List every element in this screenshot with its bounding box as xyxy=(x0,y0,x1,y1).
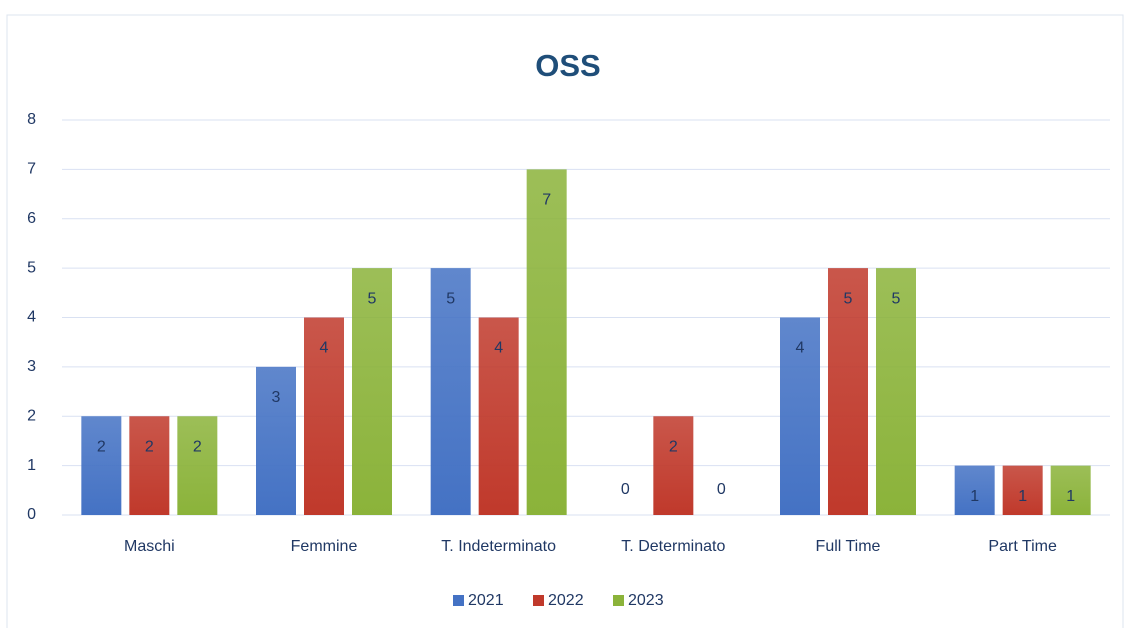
bar xyxy=(653,416,694,515)
legend-swatch xyxy=(533,595,544,606)
data-label: 4 xyxy=(494,340,503,357)
data-label: 1 xyxy=(970,488,979,505)
y-tick-label: 1 xyxy=(27,457,36,474)
legend-label: 2021 xyxy=(468,592,504,609)
x-tick-label: Part Time xyxy=(988,538,1057,555)
data-label: 2 xyxy=(97,438,106,455)
y-tick-label: 0 xyxy=(27,506,36,523)
data-label: 3 xyxy=(272,389,281,406)
legend-label: 2022 xyxy=(548,592,584,609)
bar xyxy=(780,317,820,515)
bar xyxy=(304,317,344,515)
x-tick-label: Femmine xyxy=(291,538,358,555)
data-label: 7 xyxy=(542,192,551,209)
data-label: 5 xyxy=(844,290,853,307)
bar xyxy=(129,416,170,515)
bar xyxy=(430,268,471,515)
bar xyxy=(256,366,296,515)
x-tick-label: T. Determinato xyxy=(621,538,725,555)
data-label: 5 xyxy=(446,290,455,307)
x-tick-label: Maschi xyxy=(124,538,175,555)
data-label: 1 xyxy=(1066,488,1075,505)
bar xyxy=(526,169,567,515)
y-tick-label: 3 xyxy=(27,358,36,375)
data-label: 0 xyxy=(717,481,726,498)
y-tick-label: 7 xyxy=(27,161,36,178)
y-tick-label: 6 xyxy=(27,210,36,227)
y-tick-label: 8 xyxy=(27,111,36,128)
x-tick-label: Full Time xyxy=(816,538,881,555)
bar xyxy=(177,416,218,515)
y-tick-label: 5 xyxy=(27,259,36,276)
bar xyxy=(81,416,122,515)
data-label: 5 xyxy=(892,290,901,307)
data-label: 4 xyxy=(320,340,329,357)
bar xyxy=(352,268,392,515)
y-tick-label: 4 xyxy=(27,309,36,326)
bar xyxy=(828,268,868,515)
data-label: 2 xyxy=(193,438,202,455)
x-tick-label: T. Indeterminato xyxy=(441,538,556,555)
legend-swatch xyxy=(453,595,464,606)
legend-label: 2023 xyxy=(628,592,664,609)
bar xyxy=(876,268,916,515)
y-tick-label: 2 xyxy=(27,407,36,424)
bar xyxy=(1050,465,1091,515)
chart-frame xyxy=(6,14,1124,628)
legend-swatch xyxy=(613,595,624,606)
data-label: 4 xyxy=(796,340,805,357)
chart-title: OSS xyxy=(535,48,600,83)
bar xyxy=(478,317,519,515)
data-label: 1 xyxy=(1018,488,1027,505)
bar xyxy=(954,465,995,515)
data-label: 2 xyxy=(669,438,678,455)
bar xyxy=(1002,465,1043,515)
data-label: 5 xyxy=(368,290,377,307)
data-label: 0 xyxy=(621,481,630,498)
data-label: 2 xyxy=(145,438,154,455)
